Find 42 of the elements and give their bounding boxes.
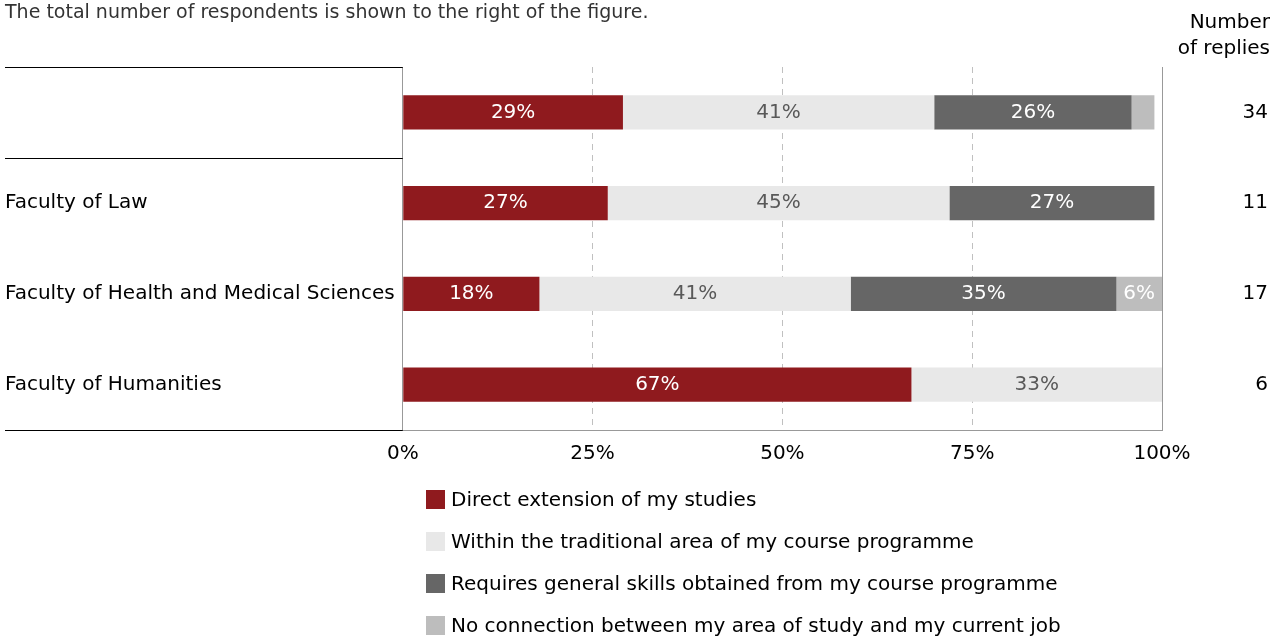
data-label: 41% — [756, 98, 801, 123]
data-label: 6% — [1123, 280, 1156, 305]
data-label: 67% — [635, 370, 680, 395]
bar — [607, 185, 950, 221]
bar — [949, 185, 1155, 221]
bar — [1131, 95, 1155, 130]
bar — [403, 276, 540, 312]
y-tick-label: Faculty of Humanities — [5, 370, 222, 395]
x-tick-label: 25% — [570, 440, 615, 465]
text: 34 — [1242, 98, 1268, 123]
bar — [850, 276, 1117, 312]
bar — [622, 95, 935, 130]
bar — [911, 367, 1162, 402]
legend-label: Within the traditional area of my course programme — [451, 529, 974, 553]
data-label: 18% — [449, 280, 494, 305]
legend-label: No connection between my area of study and my current job — [451, 613, 1061, 636]
data-label: 27% — [483, 189, 528, 214]
legend-label: Requires general skills obtained from my course programme — [451, 571, 1058, 595]
chart-subtitle: The total number of respondents is shown to the right of the figure. — [5, 0, 649, 22]
data-label: 45% — [756, 189, 801, 214]
data-label: 41% — [672, 280, 718, 305]
text: 17 — [1242, 280, 1268, 305]
data-label: 35% — [961, 280, 1006, 305]
y-tick-label: Faculty of Health and Medical Sciences — [5, 280, 395, 305]
text: 11 — [1242, 189, 1268, 214]
legend-label: Direct extension of my studies — [451, 487, 757, 511]
bar — [403, 95, 623, 130]
bar — [539, 276, 851, 312]
bar — [403, 185, 608, 221]
x-tick-label: 100% — [1133, 440, 1191, 465]
y-tick-label: Faculty of Law — [5, 189, 148, 214]
bar — [934, 95, 1132, 130]
text: 6 — [1255, 370, 1268, 395]
data-label: 27% — [1029, 189, 1075, 214]
x-tick-label: 50% — [760, 440, 805, 465]
data-label: 33% — [1014, 370, 1059, 395]
x-tick-label: 0% — [386, 440, 419, 465]
data-label: 26% — [1010, 98, 1056, 123]
data-label: 29% — [490, 98, 536, 123]
bar — [403, 367, 912, 402]
text: Number of replies — [1177, 8, 1270, 60]
x-tick-label: 75% — [949, 440, 995, 465]
